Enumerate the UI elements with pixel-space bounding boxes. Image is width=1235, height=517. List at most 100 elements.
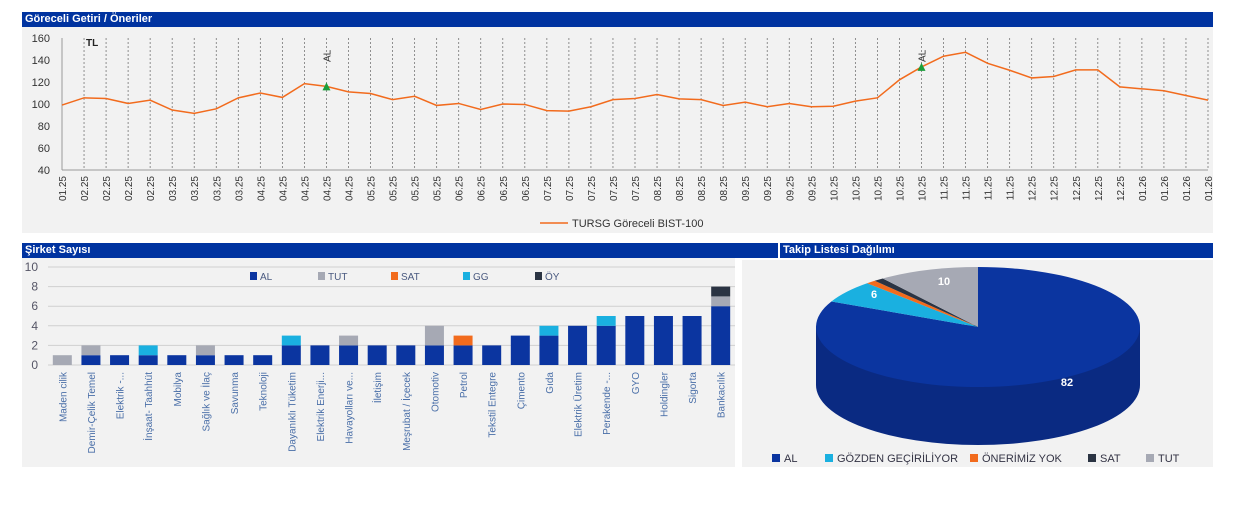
- pie-slice-gg: [831, 283, 978, 327]
- y-tick-label: 4: [31, 319, 38, 333]
- x-tick-label: 07.25: [609, 176, 620, 201]
- legend-swatch: [970, 454, 978, 462]
- x-tick-label: 11.25: [984, 176, 995, 201]
- bar-segment-al: [138, 355, 158, 365]
- y-tick-label: 40: [38, 165, 50, 177]
- legend-label: AL: [784, 453, 797, 465]
- legend-swatch-sat: [391, 272, 398, 280]
- al-marker: [917, 62, 926, 71]
- x-tick-label: 09.25: [807, 176, 818, 201]
- pie-slice-tut: [882, 267, 978, 327]
- bar-segment-al: [224, 355, 244, 365]
- bar-segment-al: [596, 325, 616, 365]
- category-label: Elektrik Üretim: [573, 372, 585, 437]
- bar-segment-tut: [52, 355, 72, 365]
- bar-segment-al: [482, 345, 502, 365]
- legend-label: TUT: [1158, 453, 1180, 465]
- x-tick-label: 04.25: [322, 176, 333, 201]
- category-label: Sigorta: [688, 372, 699, 404]
- x-tick-label: 11.25: [962, 176, 973, 201]
- bar-segment-gg: [138, 345, 158, 356]
- line-panel-header: Göreceli Getiri / Öneriler: [22, 12, 1213, 27]
- legend-swatch: [1088, 454, 1096, 462]
- bar-segment-al: [110, 355, 130, 365]
- legend-label: ÖNERİMİZ YOK: [982, 452, 1063, 465]
- category-label: Maden cilik: [58, 371, 69, 422]
- category-label: Perakende -...: [602, 372, 613, 435]
- legend-swatch: [825, 454, 833, 462]
- bar-segment-al: [339, 345, 359, 365]
- x-tick-label: 01.25: [58, 176, 69, 201]
- x-tick-label: 07.25: [565, 176, 576, 201]
- x-tick-label: 09.25: [785, 176, 796, 201]
- bar-chart: 0 2 4 6 8 10 Maden cilik Demir-Çelik Temel Elekt…: [25, 260, 735, 454]
- legend-label: AL: [260, 272, 273, 283]
- bar-segment-al: [653, 316, 673, 365]
- legend-swatch: [1146, 454, 1154, 462]
- bar-segment-tut: [424, 325, 444, 346]
- bar-segment-al: [167, 355, 187, 365]
- x-tick-label: 07.25: [587, 176, 598, 201]
- x-tick-label: 05.25: [433, 176, 444, 201]
- y-tick-label: 140: [32, 55, 50, 67]
- pie-slice-sat: [867, 280, 978, 327]
- y-tick-label: 2: [31, 338, 38, 352]
- y-tick-label: 60: [38, 143, 50, 155]
- bar-segment-al: [367, 345, 387, 365]
- x-tick-label: 02.25: [124, 176, 135, 201]
- bar-segment-al: [510, 335, 530, 365]
- category-label: Çimento: [516, 372, 527, 410]
- bar-segment-tut: [81, 345, 101, 356]
- category-label: Meşrubat / İçecek: [400, 371, 413, 451]
- bar-panel-header: Şirket Sayısı: [22, 243, 778, 258]
- pie-panel-title: Takip Listesi Dağılımı: [783, 244, 895, 256]
- legend-label: ÖY: [545, 271, 560, 283]
- category-label: Havayolları ve...: [345, 372, 356, 444]
- y-tick-label: 0: [31, 358, 38, 372]
- category-label: Demir-Çelik Temel: [87, 372, 98, 454]
- x-tick-label: 05.25: [367, 176, 378, 201]
- pie-data-label: 82: [1061, 377, 1073, 389]
- bar-segment-sat: [453, 335, 473, 346]
- y-tick-label: 10: [25, 260, 39, 274]
- x-tick-label: 10.25: [851, 176, 862, 201]
- category-label: Bankacılık: [717, 371, 728, 418]
- x-tick-label: 12.25: [1050, 176, 1061, 201]
- x-tick-label: 10.25: [829, 176, 840, 201]
- category-label: Elektrik Enerji...: [316, 372, 327, 441]
- x-tick-label: 06.25: [477, 176, 488, 201]
- bar-segment-al: [310, 345, 330, 365]
- bar-segment-al: [281, 345, 301, 365]
- x-tick-label: 12.25: [1072, 176, 1083, 201]
- category-label: Savunma: [230, 372, 241, 415]
- line-panel-title: Göreceli Getiri / Öneriler: [25, 13, 153, 25]
- legend-label: GG: [473, 272, 489, 283]
- currency-label: TL: [86, 38, 98, 49]
- legend-label: SAT: [401, 272, 420, 283]
- category-label: Holdingler: [659, 371, 670, 417]
- bar-segment-al: [711, 306, 731, 365]
- legend-label: SAT: [1100, 453, 1121, 465]
- x-tick-label: 10.25: [918, 176, 929, 201]
- bar-segment-al: [424, 345, 444, 365]
- bar-segment-al: [195, 355, 215, 365]
- x-tick-label: 01.26: [1160, 176, 1171, 201]
- marker-label: AL: [322, 49, 333, 62]
- y-tick-label: 100: [32, 99, 50, 111]
- line-chart: 01.25 02.25 02.25 02.25 02.25 03.25 03.25 03.25…: [32, 33, 1215, 230]
- x-tick-label: 08.25: [675, 176, 686, 201]
- legend-label: GÖZDEN GEÇİRİLİYOR: [837, 452, 958, 465]
- x-tick-label: 05.25: [411, 176, 422, 201]
- x-tick-label: 09.25: [741, 176, 752, 201]
- y-tick-label: 8: [31, 280, 38, 294]
- x-tick-label: 02.25: [80, 176, 91, 201]
- category-label: Elektrik -...: [116, 372, 127, 419]
- x-tick-label: 09.25: [763, 176, 774, 201]
- pie-data-label: 10: [938, 276, 950, 288]
- bar-segment-al: [625, 316, 645, 365]
- legend-swatch-oy: [535, 272, 542, 280]
- category-label: Teknoloji: [259, 372, 270, 411]
- line-chart-panel: 01.25 02.25 02.25 02.25 02.25 03.25 03.25 03.25…: [22, 27, 1215, 233]
- category-label: Gıda: [545, 372, 556, 394]
